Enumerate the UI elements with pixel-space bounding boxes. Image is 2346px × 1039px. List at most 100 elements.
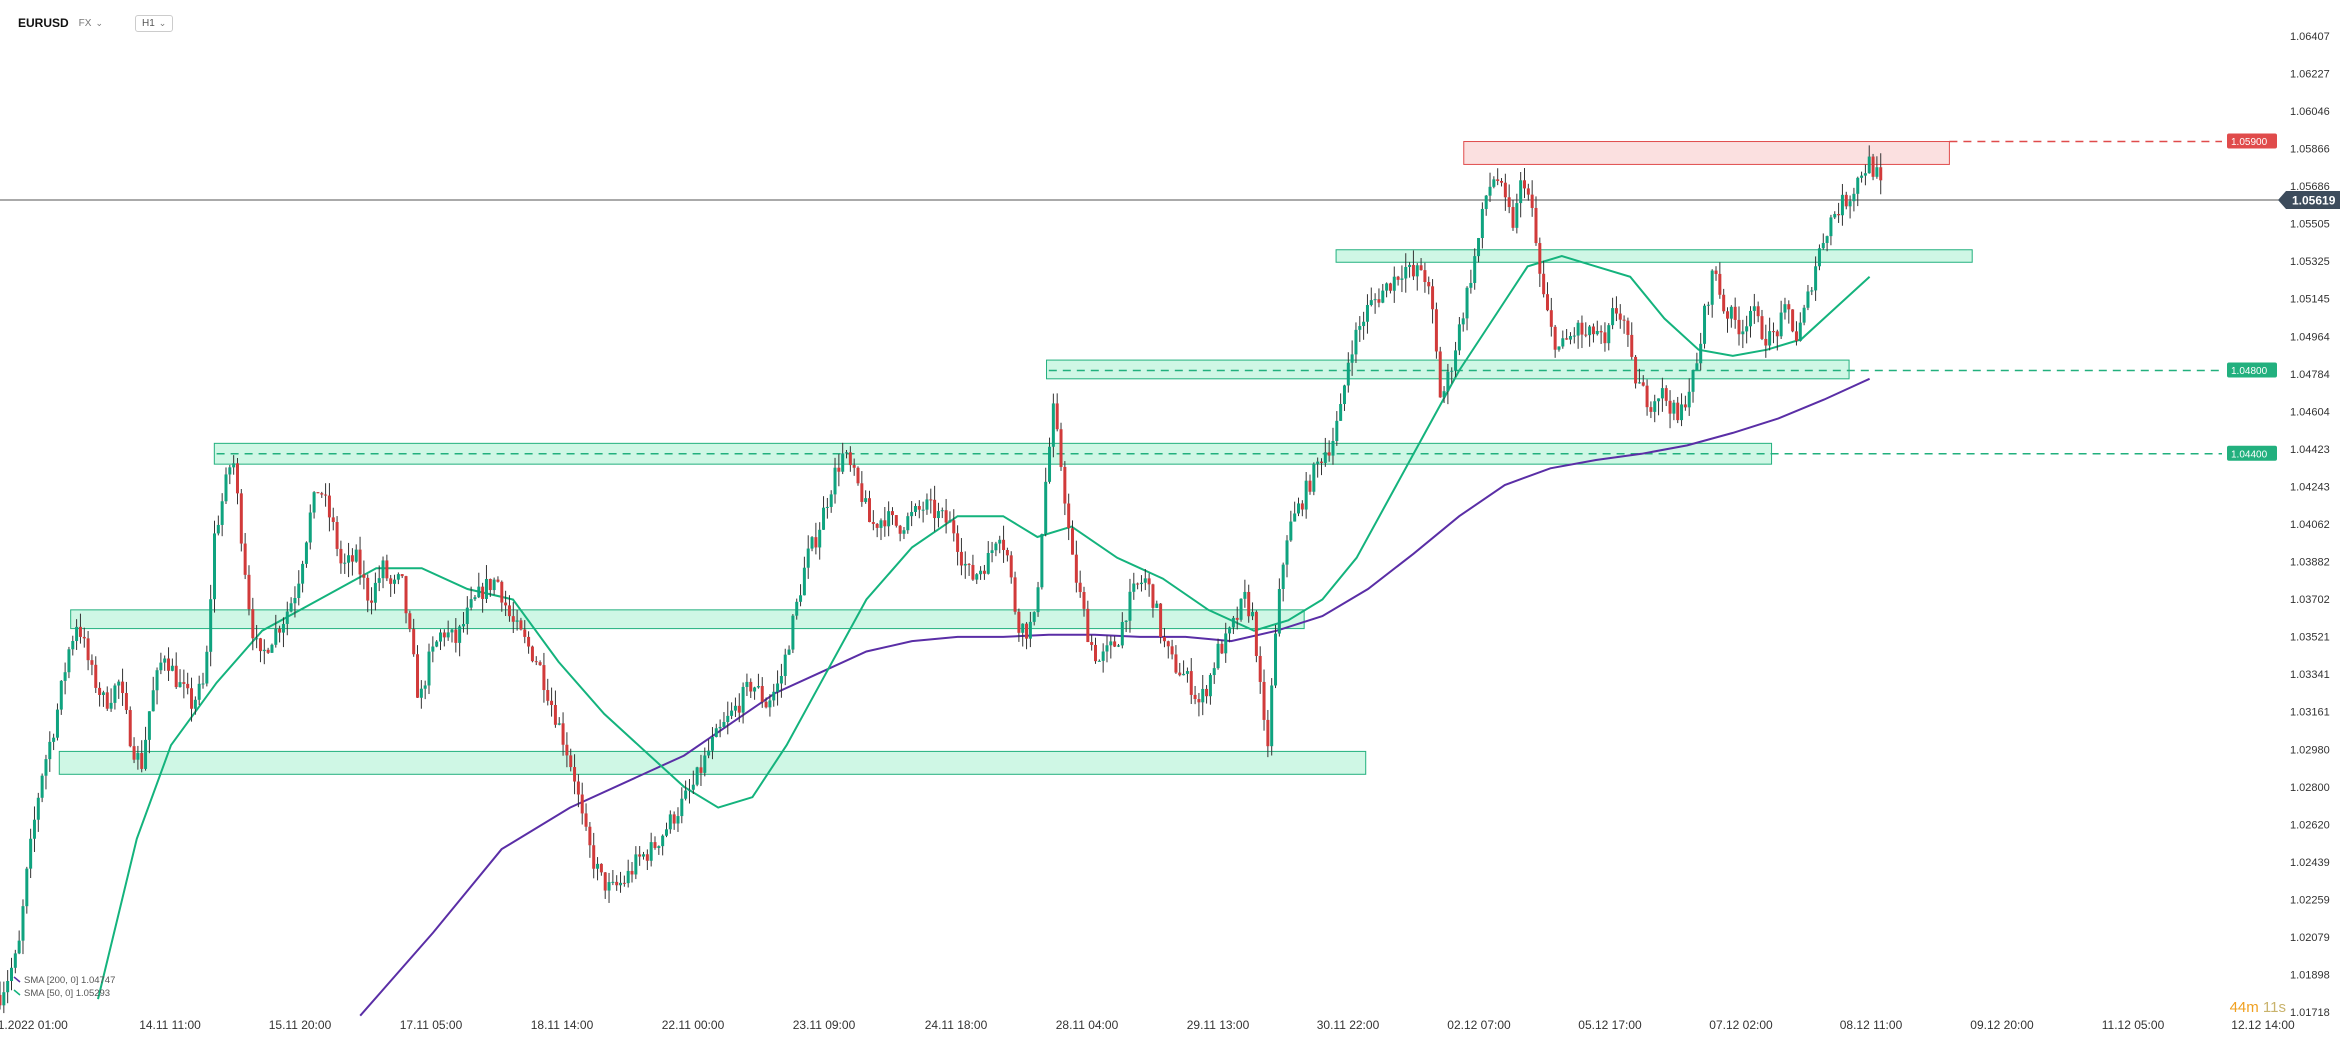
candle-body [362,574,366,578]
candle-body [1009,555,1013,578]
candle-body [17,940,21,954]
candle-body [1683,404,1687,408]
candle-body [1852,193,1856,202]
candle-body [1254,611,1258,656]
candle-body [936,511,940,519]
candle-body [500,581,504,603]
candle-body [1216,643,1220,669]
candle-body [875,523,879,528]
candle-body [1840,194,1844,216]
candle-body [507,605,511,617]
y-tick-label: 1.03521 [2290,632,2330,644]
candle-body [1607,325,1611,344]
candle-body [1132,583,1136,592]
candle-body [1025,623,1029,639]
candle-body [1653,401,1657,412]
countdown-minutes-unit: m [2246,999,2259,1016]
chevron-down-icon: ⌄ [158,17,167,28]
candle-body [190,688,194,709]
candle-body [714,728,718,737]
candle-body [1028,621,1032,639]
candle-body [458,626,462,643]
candle-body [1124,620,1128,622]
candle-body [1197,699,1201,703]
candle-body [527,636,531,647]
market-selector[interactable]: FX ⌄ [79,18,103,29]
candle-body [473,597,477,600]
candle-body [423,685,427,689]
candle-body [1519,180,1523,204]
candle-body [1469,282,1473,288]
candle-body [768,700,772,708]
candle-body [1722,294,1726,312]
candle-body [921,509,925,511]
candle-body [170,665,174,671]
candle-body [894,515,898,526]
candle-body [1262,681,1266,720]
level-badge [2227,362,2277,378]
candle-body [642,854,646,857]
candle-body [178,682,182,688]
candle-body [1159,603,1163,638]
candle-body [1017,611,1021,633]
candle-body [534,661,538,663]
y-tick-label: 1.03341 [2290,669,2330,681]
candle-body [1576,322,1580,336]
legend-entry: SMA [50, 0] 1.05293 [24,988,110,999]
candle-body [1657,398,1661,402]
candle-body [986,553,990,574]
candle-body [1457,324,1461,351]
candle-body [741,686,745,713]
candle-body [186,683,190,689]
candle-body [105,692,109,709]
candle-body [1228,627,1232,634]
candle-body [1450,370,1454,372]
candle-body [1036,587,1040,613]
candle-body [898,525,902,534]
candle-body [481,586,485,599]
candle-body [596,863,600,869]
candle-body [1817,248,1821,267]
candle-body [1714,270,1718,274]
candle-body [1534,207,1538,244]
candle-body [1101,651,1105,661]
symbol-label[interactable]: EURUSD [18,16,69,30]
candle-body [1396,276,1400,280]
candle-body [791,615,795,650]
candle-body [1871,156,1875,177]
candle-body [580,794,584,814]
candle-body [687,789,691,791]
candle-body [925,499,929,510]
legend-swatch [13,989,21,996]
candle-body [1771,331,1775,333]
candle-body [243,543,247,575]
candle-body [745,681,749,687]
candle-body [1431,286,1435,310]
candle-body [519,620,523,630]
timeframe-selector[interactable]: H1 ⌄ [135,14,174,32]
candle-body [1879,167,1883,181]
candle-body [910,511,914,517]
candle-body [1568,335,1572,340]
candle-body [1381,290,1385,303]
candle-body [1155,603,1159,608]
candle-body [213,533,217,600]
candle-body [151,690,155,712]
x-tick-label: 07.12 02:00 [1709,1018,1773,1032]
candle-body [825,506,829,508]
y-tick-label: 1.02980 [2290,744,2330,756]
candle-body [695,767,699,785]
candle-body [764,701,768,708]
x-tick-label: 23.11 09:00 [793,1018,856,1032]
x-tick-label: 11.12 05:00 [2102,1018,2165,1032]
sma200-line [359,377,1871,1017]
candle-body [848,452,852,466]
candle-body [959,551,963,566]
y-tick-label: 1.01898 [2290,970,2330,982]
candle-body [419,688,423,698]
x-tick-label: 12.12 14:00 [2231,1018,2295,1032]
candle-body [1844,194,1848,207]
candle-body [599,863,603,873]
candle-body [1005,549,1009,556]
